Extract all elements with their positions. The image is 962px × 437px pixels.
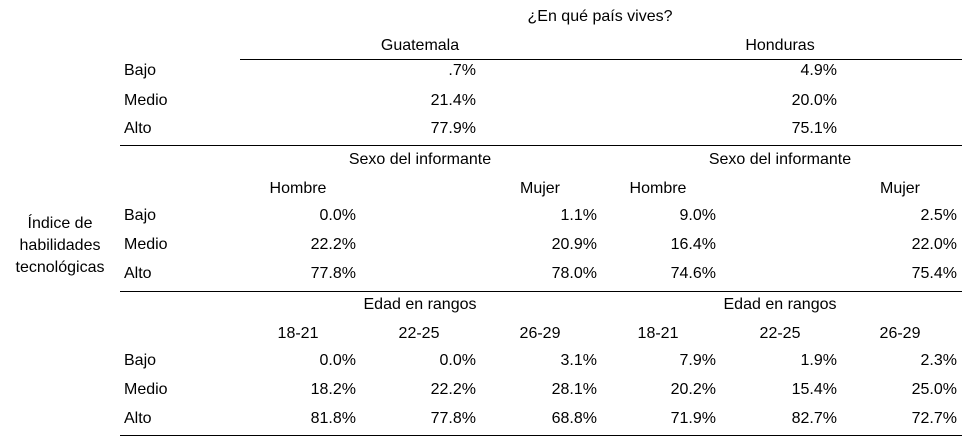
table-cell: 75.4% xyxy=(911,265,957,282)
divider xyxy=(120,435,962,436)
age-col-header: 26-29 xyxy=(879,325,921,342)
col-header-guatemala: Guatemala xyxy=(380,37,460,54)
table-cell: 25.0% xyxy=(911,381,957,398)
table-cell: 7.9% xyxy=(679,352,716,369)
table-cell: 0.0% xyxy=(319,207,356,224)
age-header-honduras: Edad en rangos xyxy=(723,296,837,313)
table-cell: 0.0% xyxy=(439,352,476,369)
table-cell: 18.2% xyxy=(310,381,356,398)
age-col-header: 26-29 xyxy=(519,325,561,342)
age-col-header: 18-21 xyxy=(637,325,679,342)
sex-col-header: Hombre xyxy=(629,180,687,197)
age-col-header: 22-25 xyxy=(398,325,440,342)
row-variable-label-3: tecnológicas xyxy=(15,259,105,276)
table-cell: 2.5% xyxy=(920,207,957,224)
table-cell: 1.9% xyxy=(800,352,837,369)
table-cell: 28.1% xyxy=(551,381,597,398)
table-cell: 22.2% xyxy=(430,381,476,398)
table-cell: 77.9% xyxy=(430,120,476,137)
table-cell: 82.7% xyxy=(791,410,837,427)
age-col-header: 18-21 xyxy=(277,325,319,342)
table-cell: 9.0% xyxy=(679,207,716,224)
table-cell: 68.8% xyxy=(551,410,597,427)
table-cell: 72.7% xyxy=(911,410,957,427)
col-header-honduras: Honduras xyxy=(745,37,815,54)
table-cell: 75.1% xyxy=(791,120,837,137)
sex-col-header: Hombre xyxy=(269,180,327,197)
row-label: Alto xyxy=(124,120,152,137)
sex-header-guatemala: Sexo del informante xyxy=(348,151,492,168)
sex-col-header: Mujer xyxy=(879,180,921,197)
row-label: Bajo xyxy=(124,207,157,224)
sex-col-header: Mujer xyxy=(519,180,561,197)
table-cell: 20.2% xyxy=(670,381,716,398)
row-label: Medio xyxy=(124,236,168,253)
row-label: Bajo xyxy=(124,62,157,79)
sex-header-honduras: Sexo del informante xyxy=(708,151,852,168)
row-label: Medio xyxy=(124,92,168,109)
row-label: Alto xyxy=(124,410,152,427)
row-variable-label-2: habilidades xyxy=(19,237,101,254)
table-cell: 22.2% xyxy=(310,236,356,253)
table-cell: 16.4% xyxy=(670,236,716,253)
row-label: Alto xyxy=(124,265,152,282)
row-label: Bajo xyxy=(124,352,157,369)
divider xyxy=(240,59,962,60)
row-variable-label-1: Índice de xyxy=(27,215,93,232)
table-cell: 20.0% xyxy=(791,92,837,109)
table-cell: 22.0% xyxy=(911,236,957,253)
row-label: Medio xyxy=(124,381,168,398)
table-cell: 2.3% xyxy=(920,352,957,369)
table-cell: 78.0% xyxy=(551,265,597,282)
divider xyxy=(120,291,962,292)
table-cell: 0.0% xyxy=(319,352,356,369)
table-cell: 3.1% xyxy=(560,352,597,369)
divider xyxy=(120,145,962,146)
age-header-guatemala: Edad en rangos xyxy=(363,296,477,313)
table-title: ¿En qué país vives? xyxy=(527,8,673,25)
table-cell: 20.9% xyxy=(551,236,597,253)
table-cell: 15.4% xyxy=(791,381,837,398)
table-cell: 21.4% xyxy=(430,92,476,109)
table-cell: 77.8% xyxy=(430,410,476,427)
age-col-header: 22-25 xyxy=(759,325,801,342)
table-cell: 74.6% xyxy=(670,265,716,282)
table-cell: 71.9% xyxy=(670,410,716,427)
table-cell: 1.1% xyxy=(560,207,597,224)
table-cell: 81.8% xyxy=(310,410,356,427)
table-cell: 77.8% xyxy=(310,265,356,282)
table-cell: 4.9% xyxy=(800,62,837,79)
table-cell: .7% xyxy=(448,62,476,79)
